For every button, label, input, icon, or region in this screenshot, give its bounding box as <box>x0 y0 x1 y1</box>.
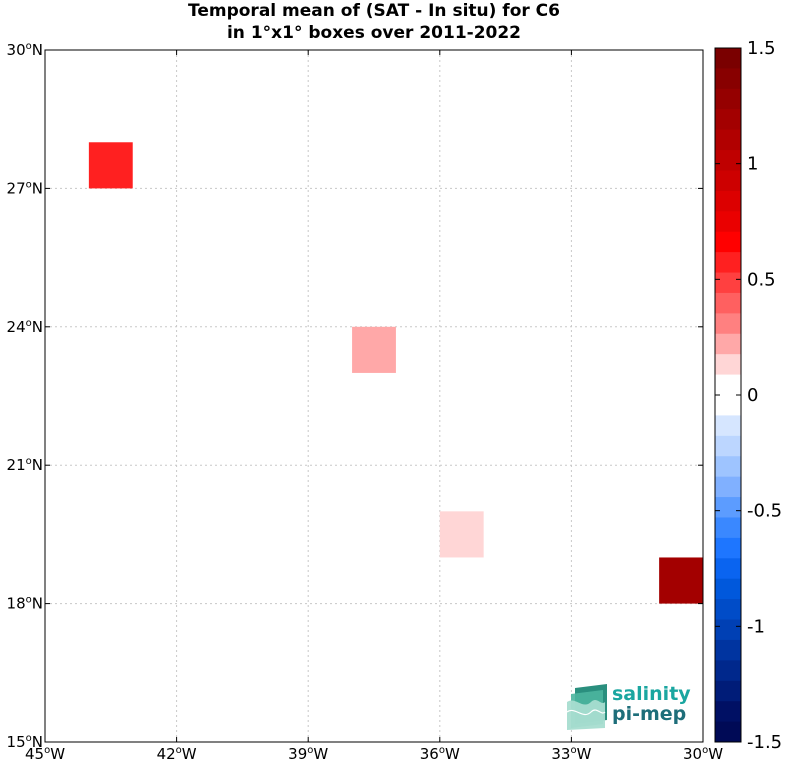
gridlines <box>45 50 703 742</box>
colorbar-tick-label: -0.5 <box>747 501 782 522</box>
colorbar-tick-label: 0.5 <box>747 269 776 290</box>
colorbar-segment <box>715 456 741 478</box>
salinity-pimep-logo-icon <box>566 684 607 730</box>
colorbar-segment <box>715 395 741 416</box>
colorbar-segment <box>715 517 741 539</box>
chart-title-line-1: Temporal mean of (SAT - In situ) for C6 <box>188 1 560 21</box>
y-axis: 15oN 18oN 21oN 24oN 27oN 30oN <box>7 41 703 751</box>
y-tick-label: 21oN <box>7 456 43 474</box>
colorbar-segment <box>715 68 741 90</box>
x-axis: 45oW 42oW 39oW 36oW 33oW 30oW <box>25 50 723 763</box>
colorbar-segment <box>715 619 741 641</box>
colorbar-segment <box>715 313 741 335</box>
x-tick-label: 36oW <box>420 745 460 763</box>
colorbar-tick-label: 1 <box>747 154 758 175</box>
data-cell <box>352 326 396 373</box>
data-cells <box>88 142 703 604</box>
colorbar-segment <box>715 660 741 682</box>
x-tick-label: 30oW <box>683 745 723 763</box>
colorbar-segment <box>715 599 741 621</box>
colorbar-segment <box>715 333 741 355</box>
colorbar-segment <box>715 558 741 580</box>
colorbar-tick-label: -1 <box>747 616 765 637</box>
colorbar-segment <box>715 129 741 151</box>
chart-title-line-2: in 1°x1° boxes over 2011-2022 <box>226 23 522 43</box>
colorbar-segment <box>715 170 741 192</box>
colorbar-segment <box>715 497 741 518</box>
y-tick-label: 15oN <box>7 733 43 751</box>
x-tick-label: 45oW <box>25 745 65 763</box>
colorbar-segment <box>715 252 741 274</box>
colorbar-segment <box>715 272 741 294</box>
colorbar-segment <box>715 701 741 723</box>
data-cell <box>88 142 133 189</box>
colorbar-segment <box>715 639 741 661</box>
colorbar-segment <box>715 680 741 702</box>
x-tick-label: 42oW <box>157 745 197 763</box>
logo-line-2: pi-mep <box>612 703 687 725</box>
colorbar-segment <box>715 476 741 498</box>
colorbar-segment <box>715 537 741 559</box>
y-tick-label: 30oN <box>7 41 43 59</box>
colorbar-segment <box>715 578 741 600</box>
y-tick-label: 18oN <box>7 595 43 613</box>
colorbar-segment <box>715 211 741 233</box>
chart-title: Temporal mean of (SAT - In situ) for C6 … <box>45 0 703 44</box>
colorbar-segment <box>715 415 741 437</box>
x-tick-label: 33oW <box>551 745 591 763</box>
colorbar-segment <box>715 721 741 743</box>
colorbar-segment <box>715 435 741 457</box>
plot-frame <box>44 49 704 743</box>
y-tick-label: 27oN <box>7 179 43 197</box>
data-cell <box>659 557 703 604</box>
colorbar-tick-label: 1.5 <box>747 38 776 59</box>
colorbar-segment <box>715 48 741 69</box>
colorbar-tick-label: 0 <box>747 385 758 406</box>
colorbar-segment <box>715 292 741 314</box>
colorbar-segment <box>715 88 741 110</box>
colorbar-segment <box>715 354 741 376</box>
colorbar-tick-label: -1.5 <box>747 732 782 753</box>
colorbar-segment <box>715 109 741 131</box>
logo-line-1: salinity <box>612 683 691 705</box>
colorbar-segment <box>715 231 741 253</box>
logo-wordmark: salinity pi-mep <box>612 684 691 724</box>
colorbar-segment <box>715 150 741 171</box>
colorbar: 1.5 1 0.5 0 -0.5 -1 -1.5 <box>714 38 782 753</box>
data-cell <box>439 511 484 558</box>
colorbar-segment <box>715 190 741 212</box>
y-tick-label: 24oN <box>7 318 43 336</box>
x-tick-label: 39oW <box>288 745 328 763</box>
colorbar-segment <box>715 374 741 396</box>
